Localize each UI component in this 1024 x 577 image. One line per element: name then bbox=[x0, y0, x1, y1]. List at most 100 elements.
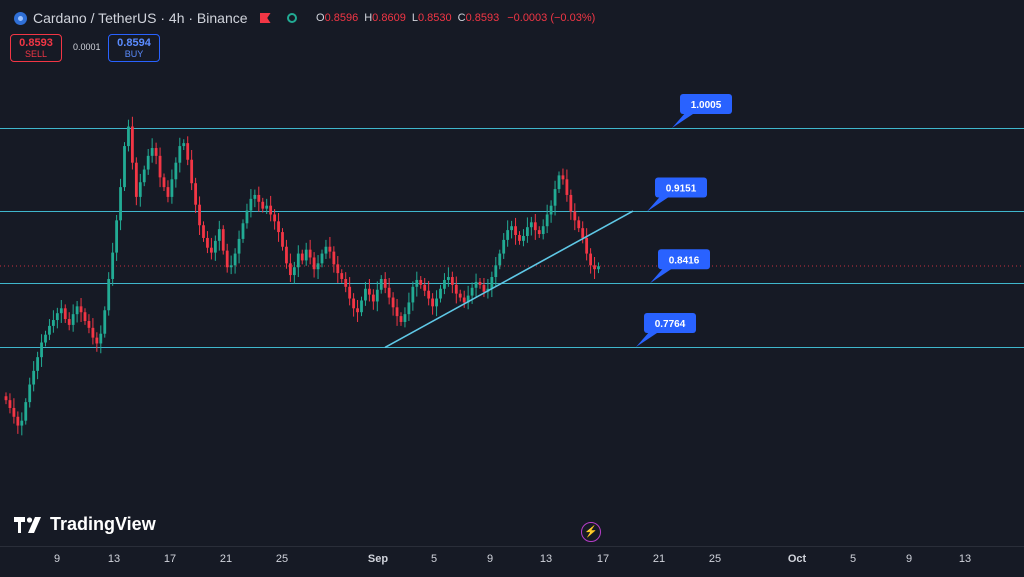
candle-body bbox=[589, 253, 592, 266]
candle-body bbox=[63, 308, 67, 320]
time-axis-tick: 5 bbox=[849, 553, 857, 565]
open-value: 0.8596 bbox=[324, 12, 359, 24]
candle-body bbox=[368, 288, 371, 295]
change-value: −0.0003 (−0.03%) bbox=[507, 12, 596, 24]
candle-body bbox=[146, 155, 150, 170]
time-axis[interactable]: 9 13 17 21 25 Sep 5 9 13 17 21 25 Oct 5 9 13 bbox=[0, 546, 1024, 577]
candle-body bbox=[340, 273, 344, 279]
candle-body bbox=[466, 295, 470, 303]
symbol-title[interactable]: Cardano / TetherUS · 4h · Binance bbox=[14, 10, 297, 26]
candle-body bbox=[174, 162, 178, 180]
candle-body bbox=[545, 214, 549, 227]
candle-body bbox=[158, 155, 162, 178]
candle-body bbox=[277, 221, 280, 233]
candle-body bbox=[526, 227, 529, 236]
price-label-callout[interactable]: 0.8416 bbox=[650, 249, 710, 284]
price-label-callout[interactable]: 0.9151 bbox=[647, 177, 707, 212]
tradingview-logo[interactable]: TradingView bbox=[14, 514, 156, 535]
candle-body bbox=[375, 289, 379, 302]
candle-body bbox=[190, 159, 194, 184]
candle-body bbox=[482, 284, 486, 292]
candle-body bbox=[541, 226, 545, 235]
candle-body bbox=[210, 247, 213, 253]
candle-body bbox=[553, 189, 557, 206]
high-value: 0.8609 bbox=[372, 12, 406, 24]
candle-body bbox=[221, 229, 225, 251]
candle-body bbox=[490, 277, 494, 289]
candle-body bbox=[549, 205, 553, 215]
candle-body bbox=[253, 194, 257, 199]
buy-button[interactable]: 0.8594 BUY bbox=[108, 34, 160, 62]
candle-body bbox=[186, 143, 190, 160]
candle-body bbox=[352, 298, 355, 309]
candle-body bbox=[470, 287, 474, 296]
candle-body bbox=[324, 246, 328, 254]
horizontal-levels bbox=[0, 128, 1024, 348]
candle-body bbox=[142, 169, 146, 183]
candle-body bbox=[182, 143, 186, 147]
candle-body bbox=[514, 226, 517, 236]
price-label-text: 0.7764 bbox=[655, 319, 686, 330]
time-axis-tick: 25 bbox=[708, 553, 722, 565]
candle-body bbox=[150, 148, 154, 156]
candle-body bbox=[328, 246, 332, 252]
candle-body bbox=[289, 263, 292, 276]
candle-body bbox=[510, 226, 513, 231]
candle-body bbox=[336, 264, 340, 274]
time-axis-tick: 9 bbox=[486, 553, 494, 565]
candle-body bbox=[304, 249, 308, 261]
candle-body bbox=[233, 253, 237, 266]
lightning-icon[interactable]: ⚡ bbox=[581, 522, 601, 542]
candle-body bbox=[447, 277, 450, 280]
price-level-labels: 1.0005 0.9151 0.8416 0.7764 bbox=[636, 94, 732, 347]
candle-body bbox=[419, 279, 423, 285]
tradingview-logo-icon bbox=[14, 516, 41, 533]
time-axis-tick: 5 bbox=[430, 553, 438, 565]
price-label-callout[interactable]: 0.7764 bbox=[636, 313, 696, 347]
candle-body bbox=[20, 420, 24, 426]
candle-body bbox=[71, 314, 75, 325]
candle-body bbox=[55, 313, 59, 321]
candle-body bbox=[533, 222, 537, 231]
candle-body bbox=[67, 319, 71, 325]
candle-body bbox=[360, 300, 363, 313]
candle-body bbox=[458, 293, 462, 298]
close-label: C bbox=[457, 12, 466, 24]
candle-body bbox=[411, 286, 415, 303]
candle-body bbox=[206, 237, 209, 248]
flag-icon[interactable] bbox=[259, 13, 271, 23]
candle-body bbox=[285, 246, 288, 264]
candle-body bbox=[391, 297, 395, 308]
chart-header: Cardano / TetherUS · 4h · Binance O0.859… bbox=[0, 0, 1024, 34]
candle-body bbox=[24, 402, 28, 421]
candle-body bbox=[265, 205, 269, 209]
candle-body bbox=[581, 228, 585, 238]
low-value: 0.8530 bbox=[417, 12, 452, 24]
market-status-icon[interactable] bbox=[286, 13, 297, 23]
candle-body bbox=[127, 126, 130, 147]
candle-body bbox=[300, 253, 304, 261]
price-label-callout[interactable]: 1.0005 bbox=[672, 94, 732, 128]
candle-body bbox=[162, 177, 166, 188]
candle-body bbox=[52, 320, 55, 326]
sell-button[interactable]: 0.8593 SELL bbox=[10, 34, 62, 62]
candle-body bbox=[332, 251, 336, 265]
time-axis-tick: 21 bbox=[219, 553, 233, 565]
candle-body bbox=[213, 240, 217, 253]
candle-body bbox=[91, 327, 95, 338]
candle-body bbox=[292, 267, 296, 276]
candle-body bbox=[462, 297, 466, 303]
candle-body bbox=[59, 308, 63, 314]
price-chart[interactable]: 1.0005 0.9151 0.8416 0.7764 bbox=[0, 0, 1024, 546]
candle-body bbox=[16, 416, 20, 426]
candle-body bbox=[48, 325, 51, 335]
buy-price: 0.8594 bbox=[117, 37, 151, 49]
candle-body bbox=[95, 337, 99, 344]
candle-body bbox=[170, 179, 174, 197]
candle-body bbox=[506, 230, 510, 240]
candle-body bbox=[281, 232, 284, 247]
candle-body bbox=[443, 279, 446, 289]
candle-body bbox=[217, 229, 221, 241]
candle-body bbox=[364, 288, 367, 301]
candle-body bbox=[119, 187, 122, 221]
